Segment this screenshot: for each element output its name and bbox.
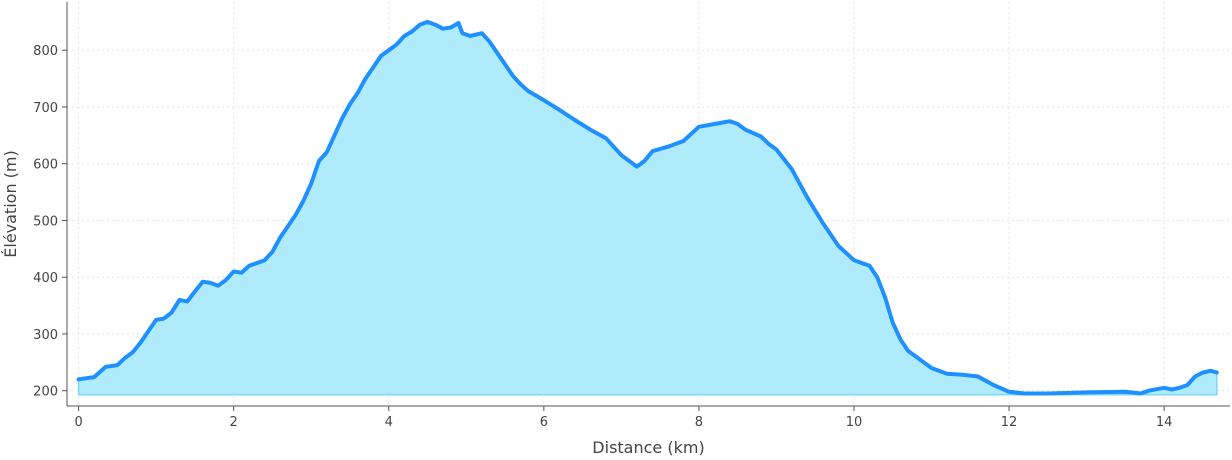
y-axis-title: Élévation (m) bbox=[1, 150, 20, 257]
x-tick-label: 8 bbox=[695, 415, 703, 430]
x-tick-label: 14 bbox=[1156, 415, 1173, 430]
area-layer bbox=[76, 19, 1219, 396]
axes bbox=[66, 2, 1230, 407]
x-tick-label: 0 bbox=[74, 415, 82, 430]
y-tick-label: 800 bbox=[33, 44, 58, 59]
y-tick-label: 600 bbox=[33, 158, 58, 173]
elevation-line bbox=[76, 19, 1219, 396]
x-axis-title: Distance (km) bbox=[592, 438, 704, 457]
x-tick-label: 10 bbox=[846, 415, 863, 430]
x-ticks: 0 2 4 6 8 10 12 14 bbox=[74, 406, 1172, 430]
x-tick-label: 12 bbox=[1001, 415, 1018, 430]
y-tick-label: 300 bbox=[33, 328, 58, 343]
y-ticks: 200 300 400 500 600 700 800 bbox=[33, 44, 67, 400]
y-tick-label: 700 bbox=[33, 101, 58, 116]
y-tick-label: 200 bbox=[33, 385, 58, 400]
elevation-area bbox=[77, 21, 1218, 396]
x-tick-label: 6 bbox=[540, 415, 548, 430]
y-tick-label: 400 bbox=[33, 271, 58, 286]
x-tick-label: 2 bbox=[230, 415, 238, 430]
y-tick-label: 500 bbox=[33, 214, 58, 229]
x-tick-label: 4 bbox=[385, 415, 393, 430]
